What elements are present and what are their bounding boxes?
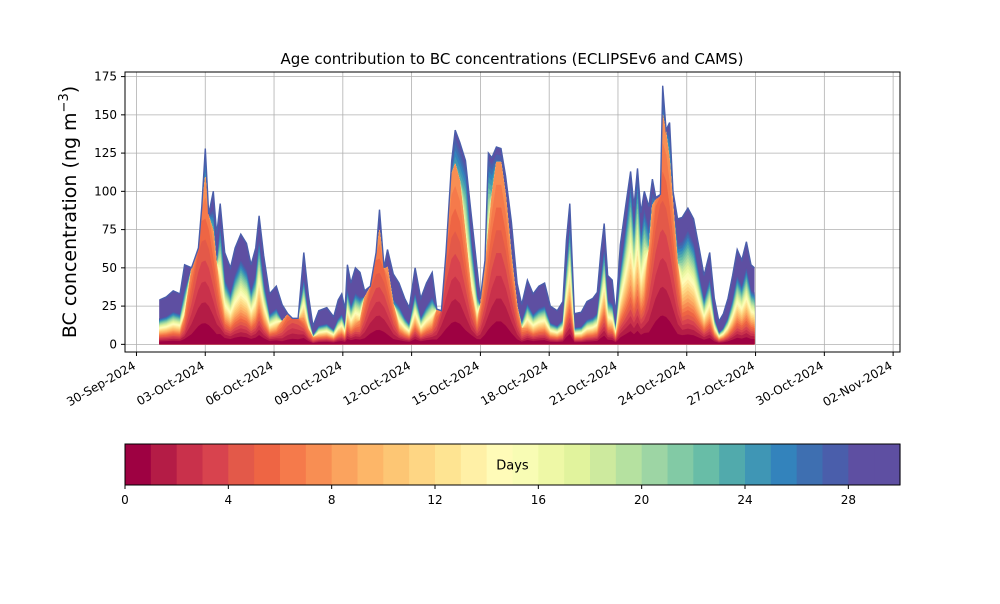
colorbar-swatch [590, 444, 617, 485]
colorbar-swatch [460, 444, 488, 485]
colorbar-swatch [435, 444, 462, 485]
colorbar-swatch [848, 444, 875, 485]
x-tick-label: 15-Oct-2024 [409, 358, 481, 408]
colorbar-swatch [874, 444, 901, 485]
x-tick-label: 30-Oct-2024 [753, 358, 825, 408]
colorbar-tick-label: 8 [328, 493, 336, 507]
colorbar-swatch [538, 444, 565, 485]
colorbar-tick-label: 4 [225, 493, 233, 507]
x-tick-label: 12-Oct-2024 [341, 358, 413, 408]
colorbar-swatch [564, 444, 591, 485]
colorbar: Days 0 4 8 12 16 20 24 28 [121, 443, 901, 507]
x-tick-label: 27-Oct-2024 [685, 358, 757, 408]
y-tick-label: 175 [94, 70, 117, 84]
x-tick-label: 18-Oct-2024 [478, 358, 550, 408]
x-tick-label: 21-Oct-2024 [547, 358, 619, 408]
y-tick-label: 100 [94, 184, 117, 198]
x-tick-label: 06-Oct-2024 [203, 358, 275, 408]
x-tick-label: 24-Oct-2024 [616, 358, 688, 408]
colorbar-swatch [615, 444, 643, 485]
colorbar-swatch [693, 444, 720, 485]
colorbar-swatch [796, 444, 824, 485]
x-axis: 30-Sep-202403-Oct-202406-Oct-202409-Oct-… [64, 352, 895, 409]
colorbar-swatch [770, 444, 798, 485]
colorbar-swatch [409, 444, 436, 485]
colorbar-swatch [357, 444, 384, 485]
colorbar-swatch [641, 444, 669, 485]
x-tick-label: 09-Oct-2024 [272, 358, 344, 408]
colorbar-swatch [176, 444, 204, 485]
y-tick-label: 125 [94, 146, 117, 160]
colorbar-swatch [331, 444, 359, 485]
y-tick-label: 75 [102, 223, 117, 237]
stacked-area-series [159, 85, 755, 345]
colorbar-tick-label: 0 [121, 493, 129, 507]
y-tick-label: 150 [94, 108, 117, 122]
y-axis-label: BC concentration (ng m−3) [57, 86, 81, 338]
y-tick-label: 25 [102, 299, 117, 313]
colorbar-swatch [719, 444, 746, 485]
colorbar-swatch [512, 444, 539, 485]
colorbar-swatch [202, 444, 229, 485]
colorbar-swatch [305, 444, 333, 485]
colorbar-tick-label: 28 [841, 493, 856, 507]
x-tick-label: 02-Nov-2024 [820, 358, 894, 409]
colorbar-swatch [150, 444, 178, 485]
chart-title: Age contribution to BC concentrations (E… [281, 50, 744, 68]
colorbar-swatch [125, 444, 152, 485]
total-outline [159, 85, 755, 329]
x-tick-label: 03-Oct-2024 [134, 358, 206, 408]
colorbar-swatch [667, 444, 694, 485]
x-tick-label: 30-Sep-2024 [64, 358, 138, 409]
colorbar-tick-label: 12 [427, 493, 442, 507]
colorbar-frame [124, 443, 901, 486]
age-class-area [159, 315, 755, 345]
colorbar-tick-label: 20 [634, 493, 649, 507]
y-tick-label: 0 [109, 337, 117, 351]
colorbar-swatch [280, 444, 307, 485]
colorbar-swatch [745, 444, 772, 485]
colorbar-swatch [822, 444, 849, 485]
y-tick-label: 50 [102, 261, 117, 275]
colorbar-swatch [228, 444, 255, 485]
age-class-area [159, 286, 755, 345]
y-axis: 0 25 50 75 100 125 150 175 [94, 70, 125, 351]
colorbar-label: Days [496, 459, 529, 474]
colorbar-tick-label: 16 [531, 493, 546, 507]
plot-frame [124, 71, 901, 353]
colorbar-tick-label: 24 [737, 493, 752, 507]
colorbar-swatch [254, 444, 281, 485]
colorbar-swatch [383, 444, 410, 485]
colorbar-swatch [486, 444, 514, 485]
